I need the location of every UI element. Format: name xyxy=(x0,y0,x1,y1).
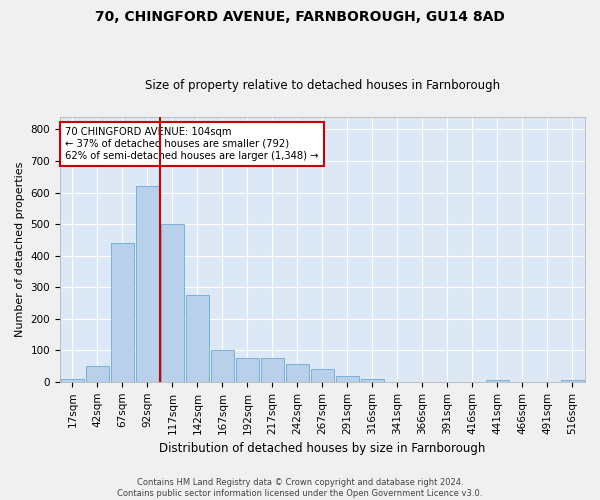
Bar xyxy=(486,380,509,382)
Bar xyxy=(61,378,83,382)
Y-axis label: Number of detached properties: Number of detached properties xyxy=(15,162,25,337)
Bar xyxy=(361,378,384,382)
Bar xyxy=(111,243,134,382)
Bar xyxy=(236,358,259,382)
Bar xyxy=(86,366,109,382)
X-axis label: Distribution of detached houses by size in Farnborough: Distribution of detached houses by size … xyxy=(159,442,485,455)
Text: 70 CHINGFORD AVENUE: 104sqm
← 37% of detached houses are smaller (792)
62% of se: 70 CHINGFORD AVENUE: 104sqm ← 37% of det… xyxy=(65,128,319,160)
Bar xyxy=(561,380,584,382)
Bar xyxy=(161,224,184,382)
Title: Size of property relative to detached houses in Farnborough: Size of property relative to detached ho… xyxy=(145,79,500,92)
Bar xyxy=(311,369,334,382)
Text: Contains HM Land Registry data © Crown copyright and database right 2024.
Contai: Contains HM Land Registry data © Crown c… xyxy=(118,478,482,498)
Bar xyxy=(336,376,359,382)
Text: 70, CHINGFORD AVENUE, FARNBOROUGH, GU14 8AD: 70, CHINGFORD AVENUE, FARNBOROUGH, GU14 … xyxy=(95,10,505,24)
Bar xyxy=(211,350,233,382)
Bar xyxy=(186,295,209,382)
Bar xyxy=(261,358,284,382)
Bar xyxy=(136,186,158,382)
Bar xyxy=(286,364,308,382)
